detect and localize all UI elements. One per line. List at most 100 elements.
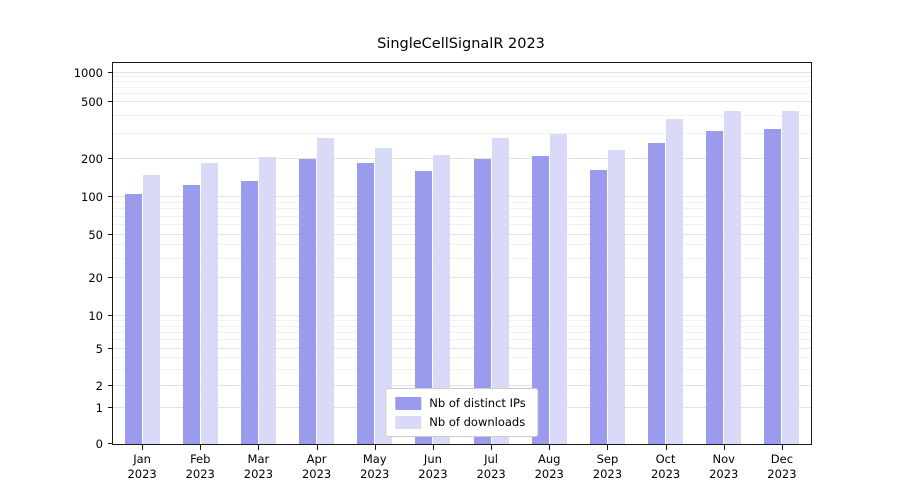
bar-downloads [782,111,800,444]
x-tick-label: Sep 2023 [592,452,623,481]
major-gridline [113,385,811,386]
x-tick-label: Aug 2023 [534,452,564,481]
bar-downloads [258,157,276,444]
x-tick-label: Oct 2023 [650,452,681,481]
y-tick-mark [108,158,113,159]
y-tick-mark [108,443,113,444]
legend-item-downloads: Nb of downloads [395,415,525,429]
legend: Nb of distinct IPs Nb of downloads [385,388,539,437]
chart-title: SingleCellSignalR 2023 [377,36,545,52]
y-tick-mark [108,385,113,386]
bar-downloads [375,147,393,444]
minor-gridline [113,132,811,134]
y-tick-label: 1000 [73,66,103,80]
y-tick-mark [108,101,113,102]
x-tick-mark [142,445,144,450]
bar-downloads [549,133,567,444]
y-tick-mark [108,277,113,278]
bar-distinct-ips [589,169,607,444]
y-tick-label: 2 [95,379,103,393]
y-tick-label: 20 [88,271,103,285]
major-gridline [113,158,811,159]
x-tick-mark [200,445,202,450]
x-tick-mark [549,445,551,450]
major-gridline [113,315,811,316]
minor-gridline [113,114,811,116]
y-tick-label: 0 [95,437,103,451]
bar-distinct-ips [415,171,433,444]
y-tick-mark [108,72,113,73]
y-tick-mark [108,315,113,316]
minor-gridline [113,339,811,341]
minor-gridline [113,368,811,370]
y-tick-label: 50 [88,228,103,242]
x-tick-label: May 2023 [360,452,390,481]
major-gridline [113,234,811,235]
minor-gridline [113,320,811,322]
bar-distinct-ips [240,180,258,444]
minor-gridline [113,357,811,359]
minor-gridline [113,208,811,210]
y-tick-mark [108,348,113,349]
minor-gridline [113,244,811,246]
bar-downloads [200,163,218,444]
y-tick-mark [108,407,113,408]
x-tick-label: Feb 2023 [185,452,215,481]
x-tick-mark [723,445,725,450]
minor-gridline [113,81,811,83]
minor-gridline [113,86,811,88]
minor-gridline [113,331,811,333]
bar-distinct-ips [706,130,724,444]
legend-item-distinct-ips: Nb of distinct IPs [395,396,526,410]
x-tick-mark [432,445,434,450]
plot-area: Nb of distinct IPs Nb of downloads 0 1 2 5 1… [74,62,812,481]
major-gridline [113,72,811,73]
bar-downloads [666,119,684,444]
minor-gridline [113,224,811,226]
y-tick-label: 100 [81,190,103,204]
legend-label-distinct-ips: Nb of distinct IPs [429,396,526,410]
y-tick-mark [108,196,113,197]
minor-gridline [113,215,811,217]
x-tick-label: Nov 2023 [709,452,739,481]
x-tick-label: Jul 2023 [476,452,506,481]
x-tick-mark [491,445,493,450]
y-tick-label: 5 [95,342,103,356]
y-tick-mark [108,234,113,235]
x-tick-mark [316,445,318,450]
minor-gridline [113,93,811,95]
bar-distinct-ips [357,163,375,444]
bar-distinct-ips [124,194,142,444]
y-tick-label: 1 [95,401,103,415]
x-tick-label: Jan 2023 [127,452,157,481]
x-tick-label: Jun 2023 [418,452,448,481]
minor-gridline [113,76,811,78]
legend-swatch-downloads [395,415,422,429]
x-tick-mark [607,445,609,450]
x-tick-label: Dec 2023 [767,452,797,481]
bar-downloads [317,138,335,444]
bar-downloads [491,138,509,444]
legend-label-downloads: Nb of downloads [429,415,526,429]
bar-distinct-ips [648,142,666,444]
x-tick-mark [781,445,783,450]
bar-distinct-ips [182,184,200,444]
minor-gridline [113,201,811,203]
bar-downloads [433,154,451,444]
x-tick-label: Mar 2023 [243,452,274,481]
x-tick-mark [258,445,260,450]
bar-distinct-ips [764,128,782,444]
y-tick-label: 500 [81,95,103,109]
major-gridline [113,348,811,349]
y-tick-label: 10 [88,309,103,323]
bar-distinct-ips [299,159,317,444]
major-gridline [113,196,811,197]
x-tick-mark [374,445,376,450]
x-tick-mark [665,445,667,450]
major-gridline [113,277,811,278]
y-tick-label: 200 [81,152,103,166]
minor-gridline [113,325,811,327]
minor-gridline [113,257,811,259]
x-tick-label: Apr 2023 [301,452,332,481]
